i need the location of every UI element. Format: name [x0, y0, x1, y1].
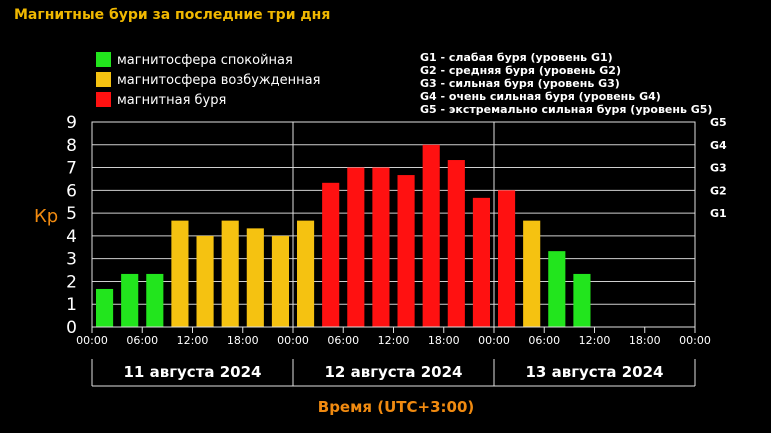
kp-bar: [347, 167, 365, 327]
day-label: 13 августа 2024: [525, 363, 663, 381]
legend-right: G1 - слабая буря (уровень G1) G2 - средн…: [420, 51, 712, 116]
kp-bar: [246, 228, 264, 327]
kp-bar: [196, 235, 214, 327]
kp-bar: [422, 144, 440, 327]
y-tick-label: 4: [66, 227, 77, 247]
g-tick-label: G1: [710, 207, 727, 220]
x-tick-label: 06:00: [327, 334, 359, 347]
g-ticks: G1 G2 G3 G4 G5: [710, 116, 727, 220]
legend-swatch-storm: [96, 92, 111, 107]
x-tick-label: 00:00: [478, 334, 510, 347]
y-tick-label: 1: [66, 295, 77, 315]
kp-bar: [472, 197, 490, 327]
y-tick-label: 5: [66, 204, 77, 224]
g-tick-label: G5: [710, 116, 727, 129]
y-tick-label: 3: [66, 250, 77, 270]
legend-g3: G3 - сильная буря (уровень G3): [420, 77, 620, 90]
x-tick-label: 12:00: [579, 334, 611, 347]
x-tick-label: 00:00: [277, 334, 309, 347]
kp-bar: [297, 220, 315, 327]
legend-label-storm: магнитная буря: [117, 93, 226, 108]
kp-bar: [573, 273, 591, 327]
legend-swatch-quiet: [96, 52, 111, 67]
x-tick-label: 06:00: [528, 334, 560, 347]
legend-g1: G1 - слабая буря (уровень G1): [420, 51, 613, 64]
y-tick-label: 0: [66, 318, 77, 338]
y-tick-label: 8: [66, 136, 77, 156]
x-tick-label: 18:00: [227, 334, 259, 347]
bars: [96, 144, 591, 327]
kp-bar: [447, 160, 465, 327]
day-label: 12 августа 2024: [324, 363, 462, 381]
kp-bar: [271, 235, 289, 327]
y-axis-label: Кр: [34, 206, 58, 227]
kp-bar: [221, 220, 239, 327]
x-tick-label: 12:00: [378, 334, 410, 347]
x-tick-label: 00:00: [76, 334, 108, 347]
chart-title: Магнитные бури за последние три дня: [14, 7, 330, 23]
x-tick-label: 18:00: [428, 334, 460, 347]
x-ticks: 00:00 06:00 12:00 18:00 00:00 06:00 12:00 18:00…: [76, 327, 711, 347]
g-tick-label: G3: [710, 162, 727, 175]
g-tick-label: G4: [710, 139, 727, 152]
x-axis-label: Время (UTC+3:00): [318, 398, 474, 416]
legend-g5: G5 - экстремально сильная буря (уровень …: [420, 103, 712, 116]
grid: [92, 144, 695, 305]
legend-g2: G2 - средняя буря (уровень G2): [420, 64, 621, 77]
kp-bar: [548, 251, 566, 327]
legend-swatch-active: [96, 72, 111, 87]
legend-g4: G4 - очень сильная буря (уровень G4): [420, 90, 661, 103]
kp-bar: [523, 220, 541, 327]
kp-bar: [322, 182, 340, 327]
legend-label-quiet: магнитосфера спокойная: [117, 53, 293, 68]
legend-left: магнитосфера спокойная магнитосфера возб…: [96, 52, 320, 108]
kp-bar: [146, 273, 164, 327]
x-tick-label: 00:00: [679, 334, 711, 347]
kp-bar: [397, 175, 415, 327]
day-label: 11 августа 2024: [123, 363, 261, 381]
y-tick-label: 2: [66, 272, 77, 292]
legend-label-active: магнитосфера возбужденная: [117, 73, 320, 88]
y-tick-label: 7: [66, 159, 77, 179]
kp-bar: [121, 273, 139, 327]
kp-bar: [498, 190, 516, 327]
y-tick-label: 6: [66, 181, 77, 201]
x-tick-label: 06:00: [126, 334, 158, 347]
g-tick-label: G2: [710, 184, 727, 197]
x-tick-label: 12:00: [177, 334, 209, 347]
kp-bar: [171, 220, 189, 327]
day-labels: 11 августа 2024 12 августа 2024 13 августа…: [91, 359, 696, 387]
x-tick-label: 18:00: [629, 334, 661, 347]
kp-bar: [96, 288, 114, 327]
y-tick-label: 9: [66, 113, 77, 133]
kp-bar: [372, 167, 390, 327]
